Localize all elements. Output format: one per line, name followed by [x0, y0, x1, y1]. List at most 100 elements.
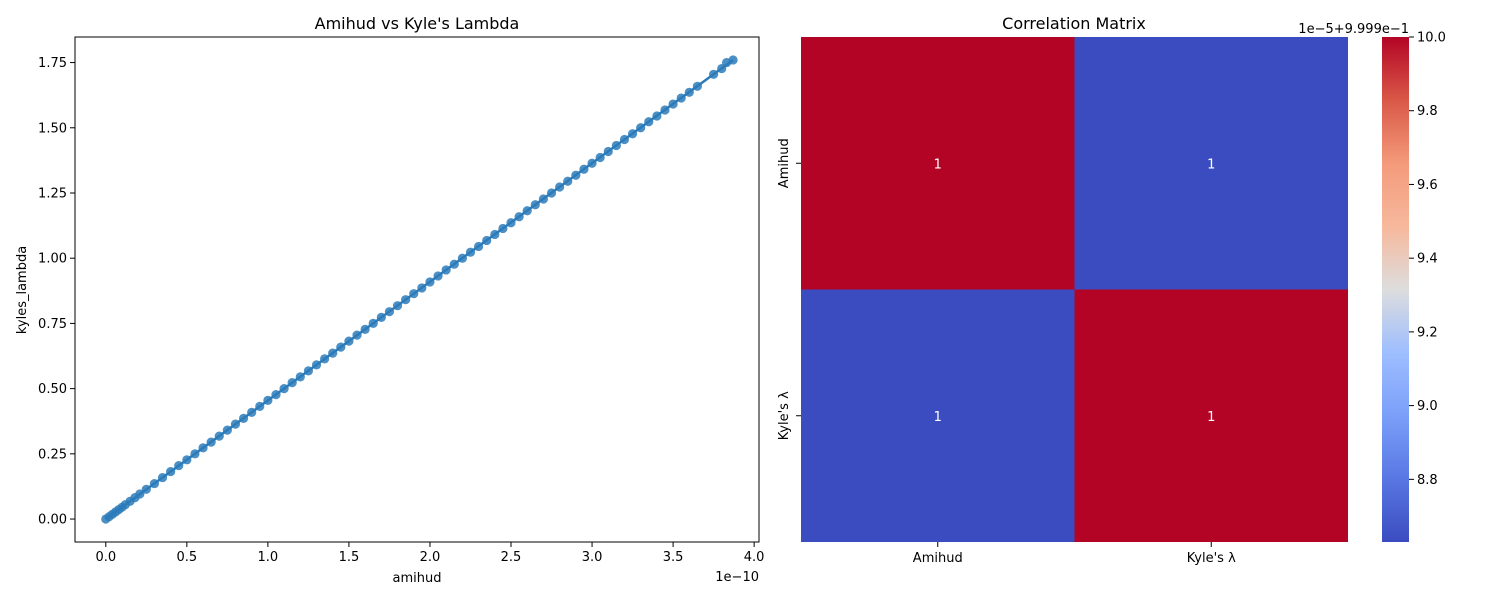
scatter-point: [344, 336, 354, 346]
heatmap-cell: [1074, 37, 1348, 290]
scatter-y-ticks: 0.00 0.25 0.50 0.75 1.00 1.25 1.50 1.75: [38, 56, 75, 528]
heatmap-cells: 1 1 1 1: [801, 37, 1348, 542]
scatter-point: [368, 318, 378, 329]
scatter-point: [190, 449, 200, 459]
x-tick-label: 3.0: [582, 550, 603, 565]
colorbar-tick-label: 9.6: [1417, 178, 1438, 193]
scatter-point: [692, 81, 703, 91]
scatter-point: [336, 342, 346, 352]
scatter-x-ticks: 0.0 0.5 1.0 1.5 2.0 2.5 3.0 3.5 4.0: [95, 542, 764, 565]
scatter-point: [320, 354, 330, 364]
scatter-point: [157, 472, 168, 483]
scatter-point: [384, 307, 395, 317]
scatter-point: [222, 425, 232, 435]
y-tick-label: 0.00: [38, 513, 67, 528]
scatter-point: [417, 283, 427, 293]
scatter-point: [530, 200, 540, 210]
colorbar-tick-label: 9.2: [1417, 325, 1438, 340]
scatter-point: [465, 247, 476, 257]
scatter-point: [279, 384, 289, 394]
x-tick-label: 2.5: [501, 550, 522, 565]
scatter-point: [473, 241, 484, 252]
heatmap-cell-annotation: 1: [1207, 157, 1215, 172]
colorbar-offset-text: 1e−5+9.999e−1: [1298, 22, 1409, 37]
x-tick-label: 2.0: [420, 550, 441, 565]
scatter-point: [206, 437, 216, 447]
scatter-point: [174, 460, 184, 471]
scatter-point: [709, 69, 719, 79]
scatter-point: [652, 111, 662, 121]
scatter-point: [311, 360, 322, 370]
scatter-point: [141, 484, 151, 494]
y-tick-label: 0.75: [38, 317, 67, 332]
heatmap-cell-annotation: 1: [934, 410, 942, 425]
scatter-point: [579, 164, 589, 174]
heatmap-cell-annotation: 1: [1207, 410, 1215, 425]
colorbar-ticks: 8.8 9.0 9.2 9.4 9.6 9.8 10.0: [1409, 31, 1446, 488]
heatmap-row-label: Amihud: [777, 138, 792, 188]
scatter-point: [392, 301, 403, 311]
scatter-point: [498, 223, 508, 234]
colorbar-tick-label: 9.4: [1417, 252, 1438, 267]
x-tick-label: 3.5: [663, 550, 684, 565]
scatter-point: [166, 466, 176, 477]
scatter-point: [595, 152, 605, 163]
scatter-point: [271, 390, 281, 400]
scatter-point: [676, 93, 686, 103]
heatmap-title: Correlation Matrix: [1002, 14, 1146, 33]
scatter-axes-frame: [74, 36, 760, 543]
scatter-point: [433, 271, 443, 281]
scatter-point: [214, 431, 224, 441]
scatter-point: [668, 99, 678, 109]
scatter-point: [619, 134, 630, 145]
scatter-point: [506, 218, 516, 228]
scatter-point: [328, 348, 338, 358]
colorbar-tick-label: 8.8: [1417, 473, 1438, 488]
scatter-chart: Amihud vs Kyle's Lambda 0.0 0.5 1.0 1.5 2.0 2…: [15, 14, 764, 586]
y-tick-label: 1.25: [38, 186, 67, 201]
scatter-point: [149, 478, 160, 489]
scatter-point: [538, 194, 549, 204]
scatter-point: [198, 443, 208, 453]
scatter-point: [449, 259, 459, 269]
scatter-y-axis-label: kyles_lambda: [15, 246, 30, 334]
heatmap-col-label: Kyle's λ: [1187, 551, 1236, 566]
x-tick-label: 1.0: [258, 550, 279, 565]
scatter-point: [401, 295, 411, 305]
scatter-point: [603, 146, 613, 157]
x-tick-label: 0.0: [95, 550, 116, 565]
scatter-point: [230, 419, 241, 429]
scatter-point: [514, 212, 524, 222]
y-tick-label: 0.50: [38, 382, 67, 397]
heatmap-cell: [801, 37, 1075, 290]
scatter-point: [182, 455, 192, 465]
heatmap-chart: Correlation Matrix 1 11 1 Amihud Kyle's λAm…: [777, 14, 1446, 566]
heatmap-cell: [801, 289, 1075, 542]
x-tick-label: 0.5: [176, 550, 197, 565]
scatter-point: [457, 253, 467, 263]
colorbar-tick-label: 9.0: [1417, 399, 1438, 414]
y-tick-label: 1.50: [38, 121, 67, 136]
scatter-point: [287, 378, 297, 388]
scatter-point: [660, 105, 670, 115]
heatmap-cell-annotation: 1: [934, 157, 942, 172]
scatter-point: [409, 289, 419, 299]
scatter-point: [546, 188, 557, 198]
y-tick-label: 1.75: [38, 56, 67, 71]
scatter-point: [263, 395, 273, 405]
heatmap-cell: [1074, 289, 1348, 542]
scatter-point: [441, 265, 451, 275]
heatmap-labels: Amihud Kyle's λ Amihud Kyle's λ: [777, 138, 1236, 566]
scatter-point: [360, 324, 370, 335]
scatter-x-axis-label: amihud: [393, 571, 442, 586]
x-tick-label: 4.0: [744, 550, 765, 565]
scatter-marks: [101, 55, 738, 524]
scatter-point: [352, 330, 362, 340]
scatter-point: [376, 312, 386, 323]
heatmap-row-label: Kyle's λ: [777, 391, 792, 440]
y-tick-label: 0.25: [38, 447, 67, 462]
scatter-point: [728, 55, 738, 65]
scatter-point: [490, 229, 500, 240]
scatter-point: [587, 158, 597, 168]
